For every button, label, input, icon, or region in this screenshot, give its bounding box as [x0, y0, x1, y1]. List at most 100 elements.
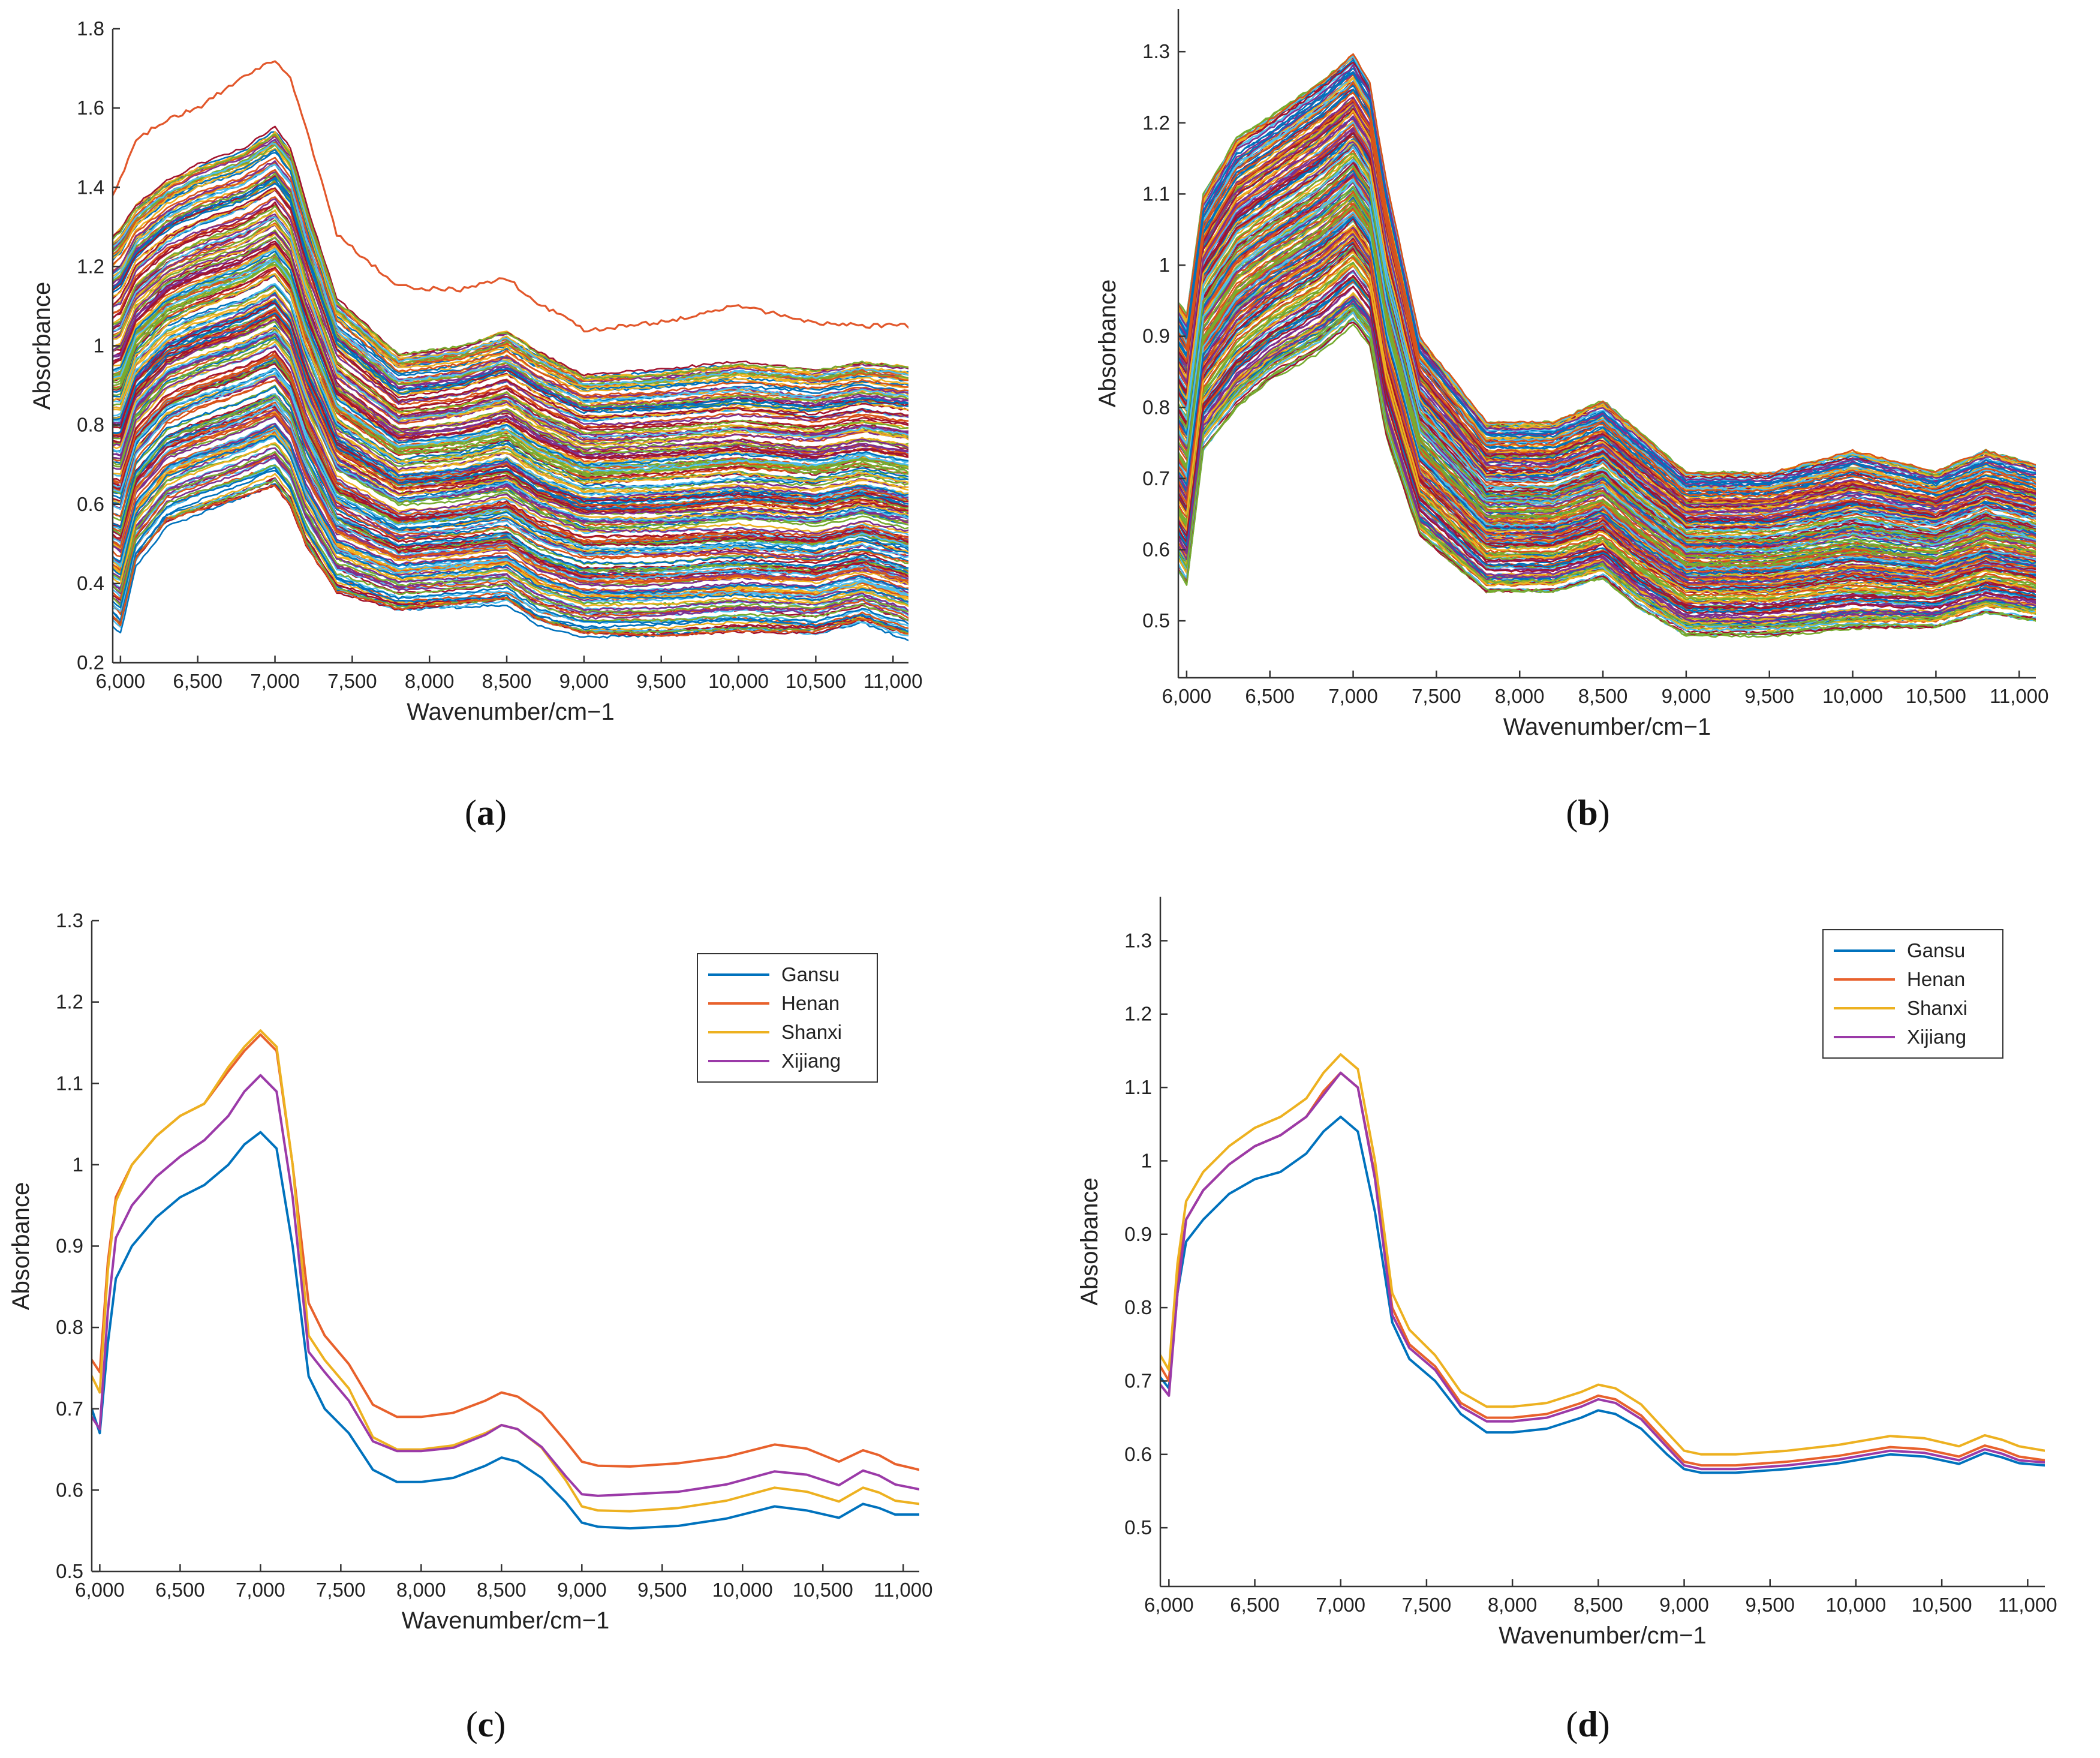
spectrum-line	[113, 157, 908, 397]
x-tick-label: 9,000	[557, 1579, 607, 1601]
spectrum-line	[1178, 321, 2036, 636]
spectrum-line	[113, 187, 908, 418]
x-tick-label: 7,500	[316, 1579, 366, 1601]
legend-label-xijiang: Xijiang	[1907, 1026, 1966, 1048]
legend-label-gansu: Gansu	[1907, 939, 1965, 961]
y-tick-label: 1.3	[56, 909, 83, 931]
y-tick-label: 1	[1159, 254, 1170, 276]
y-tick-label: 1.4	[77, 176, 104, 198]
spectrum-line	[113, 406, 908, 580]
spectrum-line	[1178, 251, 2036, 594]
x-tick-label: 10,500	[786, 670, 846, 692]
y-tick-label: 1.3	[1124, 929, 1152, 951]
spectrum-line	[113, 141, 908, 386]
x-tick-label: 7,500	[1412, 685, 1461, 707]
x-tick-label: 6,500	[1245, 685, 1295, 707]
x-tick-label: 9,500	[637, 1579, 687, 1601]
chart-panel-d: 6,000 6,500 7,000 7,500 8,000 8,500 9,000 9,500…	[1076, 897, 2057, 1744]
x-tick-label: 8,000	[1495, 685, 1545, 707]
spectrum-line	[1178, 308, 2036, 628]
spectrum-line	[113, 413, 908, 585]
spectrum-line	[113, 372, 908, 558]
spectrum-line	[113, 297, 908, 499]
y-tick-label: 0.9	[1142, 325, 1170, 347]
spectrum-line	[113, 341, 908, 534]
spectrum-line	[113, 198, 908, 426]
y-tick-label: 0.8	[77, 414, 104, 436]
plot-area-a	[113, 60, 908, 642]
spectrum-line	[1178, 275, 2036, 609]
y-tick-label: 1.2	[77, 255, 104, 277]
spectrum-line	[113, 394, 908, 575]
spectrum-line	[1178, 300, 2036, 624]
y-tick-label: 0.8	[1124, 1296, 1152, 1318]
y-tick-label: 1.6	[77, 97, 104, 119]
x-tick-label: 6,500	[173, 670, 222, 692]
spectrum-line	[1178, 170, 2036, 546]
spectrum-line	[113, 302, 908, 503]
legend: Gansu Henan Shanxi Xijiang	[1822, 929, 2003, 1059]
x-tick-label: 6,000	[1162, 685, 1212, 707]
series-line-xijiang	[1160, 1071, 2045, 1471]
spectrum-line	[1178, 159, 2036, 539]
spectrum-line	[1178, 262, 2036, 601]
spectrum-line	[1178, 233, 2036, 584]
spectrum-line	[113, 327, 908, 520]
spectrum-line	[113, 133, 908, 380]
x-tick-label: 10,000	[1822, 685, 1883, 707]
x-tick-label: 8,500	[477, 1579, 526, 1601]
spectrum-line	[1178, 99, 2036, 503]
y-tick-label: 0.2	[77, 651, 104, 674]
spectrum-line	[1178, 229, 2036, 581]
spectrum-line	[1178, 175, 2036, 549]
legend-label-henan: Henan	[1907, 968, 1965, 990]
spectrum-line	[1178, 132, 2036, 523]
series-line-shanxi	[1160, 1053, 2045, 1456]
spectrum-line	[113, 164, 908, 403]
x-tick-label: 11,000	[864, 670, 922, 692]
spectrum-line	[113, 187, 908, 420]
spectrum-line	[113, 454, 908, 615]
y-tick-label: 0.7	[56, 1398, 83, 1420]
spectrum-line	[113, 484, 908, 637]
x-tick-label: 9,500	[1745, 1594, 1795, 1616]
y-tick-label: 1.2	[1142, 112, 1170, 134]
spectrum-line	[113, 312, 908, 510]
y-tick-label: 1.2	[56, 991, 83, 1013]
spectrum-line	[1178, 216, 2036, 575]
legend: Gansu Henan Shanxi Xijiang	[697, 953, 878, 1083]
spectrum-line	[1178, 286, 2036, 615]
spectrum-line	[113, 263, 908, 477]
y-tick-label: 1	[73, 1153, 83, 1176]
spectrum-line	[113, 345, 908, 535]
spectrum-line	[113, 289, 908, 493]
spectrum-line	[113, 224, 908, 446]
outlier-spectrum-line	[113, 60, 908, 333]
x-tick-label: 9,500	[636, 670, 686, 692]
y-tick-label: 0.7	[1142, 467, 1170, 489]
legend-label-shanxi: Shanxi	[781, 1021, 842, 1043]
x-tick-label: 11,000	[874, 1579, 932, 1601]
legend-label-shanxi: Shanxi	[1907, 997, 1967, 1019]
y-tick-label: 1.1	[1124, 1076, 1152, 1098]
y-tick-label: 1	[94, 335, 104, 357]
x-tick-label: 8,000	[1488, 1594, 1538, 1616]
spectrum-line	[1178, 146, 2036, 532]
spectrum-line	[113, 283, 908, 489]
spectrum-line	[113, 307, 908, 507]
panel-caption: (a)	[465, 793, 507, 833]
y-tick-label: 0.6	[1142, 538, 1170, 560]
y-tick-label: 1.8	[77, 17, 104, 40]
spectrum-line	[113, 284, 908, 488]
x-tick-label: 10,000	[708, 670, 769, 692]
y-axis-title: Absorbance	[8, 1182, 34, 1310]
y-tick-label: 0.7	[1124, 1369, 1152, 1392]
spectrum-line	[1178, 318, 2036, 636]
chart-panel-c: 6,000 6,500 7,000 7,500 8,000 8,500 9,000 9,500…	[8, 909, 932, 1744]
y-tick-label: 0.5	[1124, 1516, 1152, 1538]
spectrum-line	[1178, 165, 2036, 542]
spectrum-line	[1178, 194, 2036, 560]
x-axis-title: Wavenumber/cm−1	[1503, 714, 1711, 740]
x-tick-label: 10,500	[1912, 1594, 1972, 1616]
spectrum-line	[113, 464, 908, 623]
